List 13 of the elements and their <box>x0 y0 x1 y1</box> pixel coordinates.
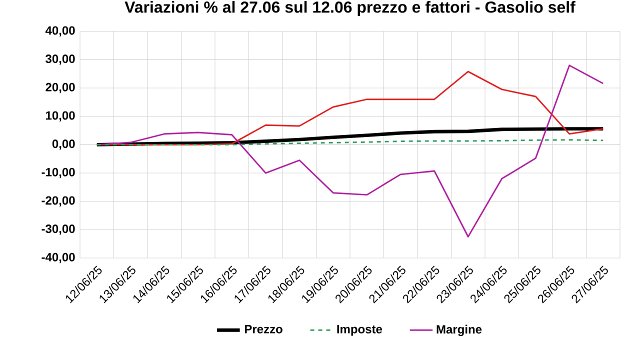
legend-label: Margine <box>436 324 482 336</box>
y-tick-label: 10,00 <box>46 111 75 122</box>
chart-title: Variazioni % al 27.06 sul 12.06 prezzo e fattori - Gasolio self <box>124 1 576 16</box>
legend-label: Prezzo <box>245 325 282 334</box>
y-tick-label: -40,00 <box>42 252 75 264</box>
legend-label: Imposte <box>337 325 382 336</box>
y-tick-label: 40,00 <box>45 26 75 36</box>
y-tick-label: 30,00 <box>46 54 75 65</box>
y-tick-label: -30,00 <box>42 224 75 235</box>
y-tick-label: -20,00 <box>42 196 75 206</box>
y-tick-label: 20,00 <box>46 82 75 94</box>
y-tick-label: -10,00 <box>42 168 75 178</box>
y-tick-label: 0,00 <box>52 140 75 150</box>
